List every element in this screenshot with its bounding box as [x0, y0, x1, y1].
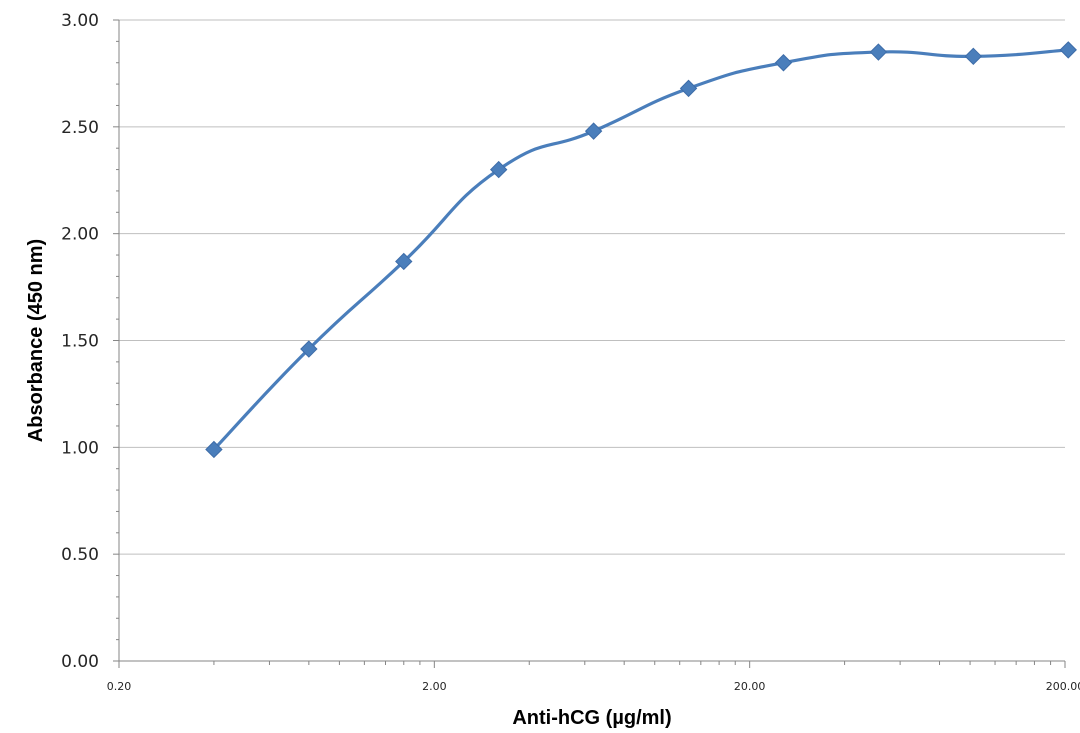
y-tick-label: 3.00: [61, 11, 99, 31]
data-point-marker: [300, 340, 318, 358]
series: [205, 41, 1077, 459]
data-point-marker: [964, 47, 983, 66]
axes: 0.00 0.50 1.00 1.50 2.00 2.50 3.00 0.20 2.00 20.0…: [61, 11, 1080, 693]
y-tick-label: 2.00: [61, 225, 99, 245]
y-tick-label: 2.50: [61, 118, 99, 138]
y-tick-label: 1.50: [61, 332, 99, 352]
x-tick-label: 20.00: [734, 680, 766, 693]
x-tick-label: 200.00: [1046, 680, 1080, 693]
x-tick-label: 2.00: [422, 680, 447, 693]
y-tick-label: 0.50: [61, 545, 99, 565]
gridlines: [119, 19, 1065, 555]
y-axis-title: Absorbance (450 nm): [25, 239, 47, 442]
x-tick-label: 0.20: [107, 680, 132, 693]
data-point-marker: [395, 252, 413, 271]
data-point-marker: [774, 54, 793, 72]
y-tick-label: 1.00: [61, 438, 99, 458]
data-point-marker: [205, 440, 223, 459]
x-axis-title: Anti-hCG (µg/ml): [512, 707, 671, 729]
data-point-marker: [489, 160, 508, 179]
data-point-marker: [584, 122, 603, 140]
y-tick-label: 0.00: [61, 652, 99, 672]
data-point-marker: [1059, 41, 1077, 59]
series-line: [212, 48, 1070, 452]
data-point-marker: [869, 43, 888, 61]
data-point-marker: [679, 79, 698, 98]
